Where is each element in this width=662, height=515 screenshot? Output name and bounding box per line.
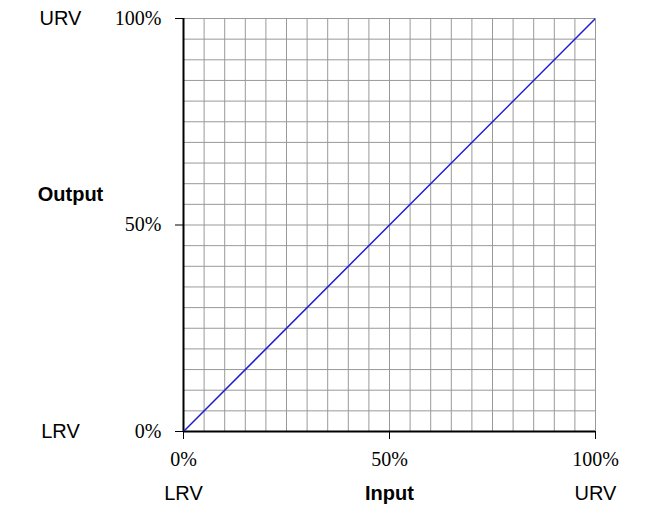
svg-text:URV: URV <box>40 7 83 29</box>
svg-text:100%: 100% <box>115 7 162 29</box>
svg-text:0%: 0% <box>135 420 162 442</box>
svg-text:50%: 50% <box>371 448 408 470</box>
svg-text:URV: URV <box>575 482 618 504</box>
svg-text:100%: 100% <box>572 448 619 470</box>
svg-text:LRV: LRV <box>41 420 80 442</box>
svg-text:0%: 0% <box>170 448 197 470</box>
svg-text:Input: Input <box>365 482 414 504</box>
svg-text:Output: Output <box>38 183 104 205</box>
svg-text:50%: 50% <box>125 213 162 235</box>
svg-text:LRV: LRV <box>164 482 203 504</box>
